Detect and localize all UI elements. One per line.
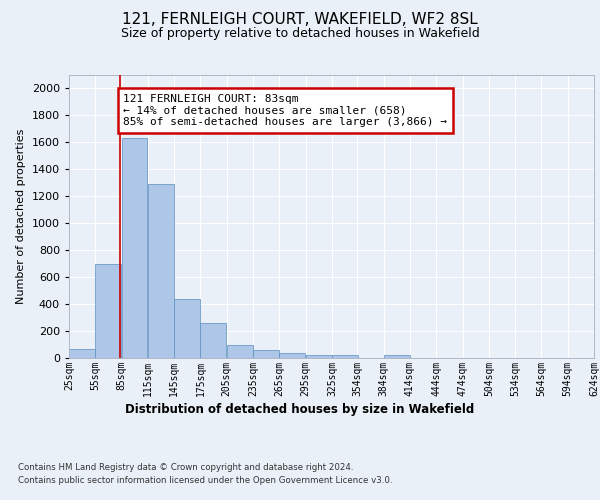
- Bar: [200, 323, 226, 358]
- Bar: [69, 349, 95, 358]
- Bar: [280, 354, 305, 358]
- Text: Contains public sector information licensed under the Open Government Licence v3: Contains public sector information licen…: [18, 476, 392, 485]
- Bar: [95, 264, 121, 358]
- Text: 121, FERNLEIGH COURT, WAKEFIELD, WF2 8SL: 121, FERNLEIGH COURT, WAKEFIELD, WF2 8SL: [122, 12, 478, 28]
- Bar: [332, 356, 358, 358]
- Bar: [253, 350, 279, 358]
- Text: Contains HM Land Registry data © Crown copyright and database right 2024.: Contains HM Land Registry data © Crown c…: [18, 462, 353, 471]
- Bar: [383, 355, 410, 358]
- Text: Distribution of detached houses by size in Wakefield: Distribution of detached houses by size …: [125, 402, 475, 415]
- Text: 121 FERNLEIGH COURT: 83sqm
← 14% of detached houses are smaller (658)
85% of sem: 121 FERNLEIGH COURT: 83sqm ← 14% of deta…: [124, 94, 448, 127]
- Bar: [305, 355, 331, 358]
- Bar: [227, 346, 253, 358]
- Bar: [122, 138, 148, 358]
- Y-axis label: Number of detached properties: Number of detached properties: [16, 128, 26, 304]
- Bar: [148, 184, 174, 358]
- Text: Size of property relative to detached houses in Wakefield: Size of property relative to detached ho…: [121, 28, 479, 40]
- Bar: [174, 299, 200, 358]
